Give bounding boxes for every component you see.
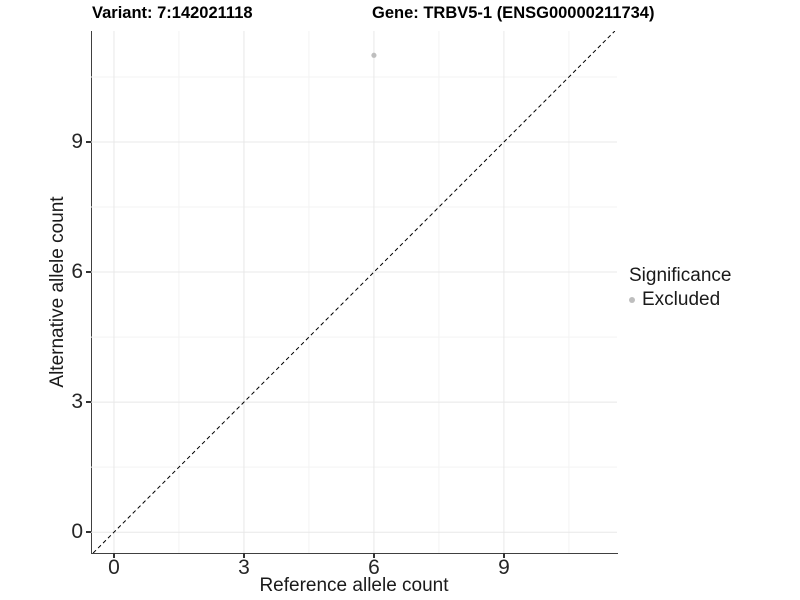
identity-line (92, 31, 616, 553)
y-tick-mark (86, 271, 91, 273)
gene-title: Gene: TRBV5-1 (ENSG00000211734) (372, 4, 655, 22)
y-tick-mark (86, 401, 91, 403)
x-tick-label: 3 (238, 556, 250, 579)
variant-title: Variant: 7:142021118 (92, 4, 253, 22)
y-tick-label: 9 (71, 129, 83, 153)
y-tick-label: 0 (71, 520, 83, 544)
legend-item-label: Excluded (642, 289, 721, 310)
y-tick-label: 6 (71, 260, 83, 284)
x-tick-mark (503, 553, 505, 558)
plot-canvas (91, 31, 617, 553)
x-tick-label: 6 (368, 556, 380, 579)
y-tick-mark (86, 531, 91, 533)
x-tick-label: 9 (498, 556, 510, 579)
x-tick-mark (373, 553, 375, 558)
x-tick-mark (113, 553, 115, 558)
y-axis-title: Alternative allele count (47, 196, 68, 388)
legend: Significance Excluded (629, 264, 731, 312)
legend-title: Significance (629, 265, 732, 286)
y-tick-mark (86, 141, 91, 143)
legend-item-excluded: Excluded (629, 288, 731, 312)
y-tick-label: 3 (71, 390, 83, 414)
legend-point-icon (629, 297, 635, 303)
x-axis-title: Reference allele count (259, 575, 449, 596)
x-tick-mark (243, 553, 245, 558)
x-tick-label: 0 (108, 556, 120, 579)
data-point (371, 52, 377, 58)
